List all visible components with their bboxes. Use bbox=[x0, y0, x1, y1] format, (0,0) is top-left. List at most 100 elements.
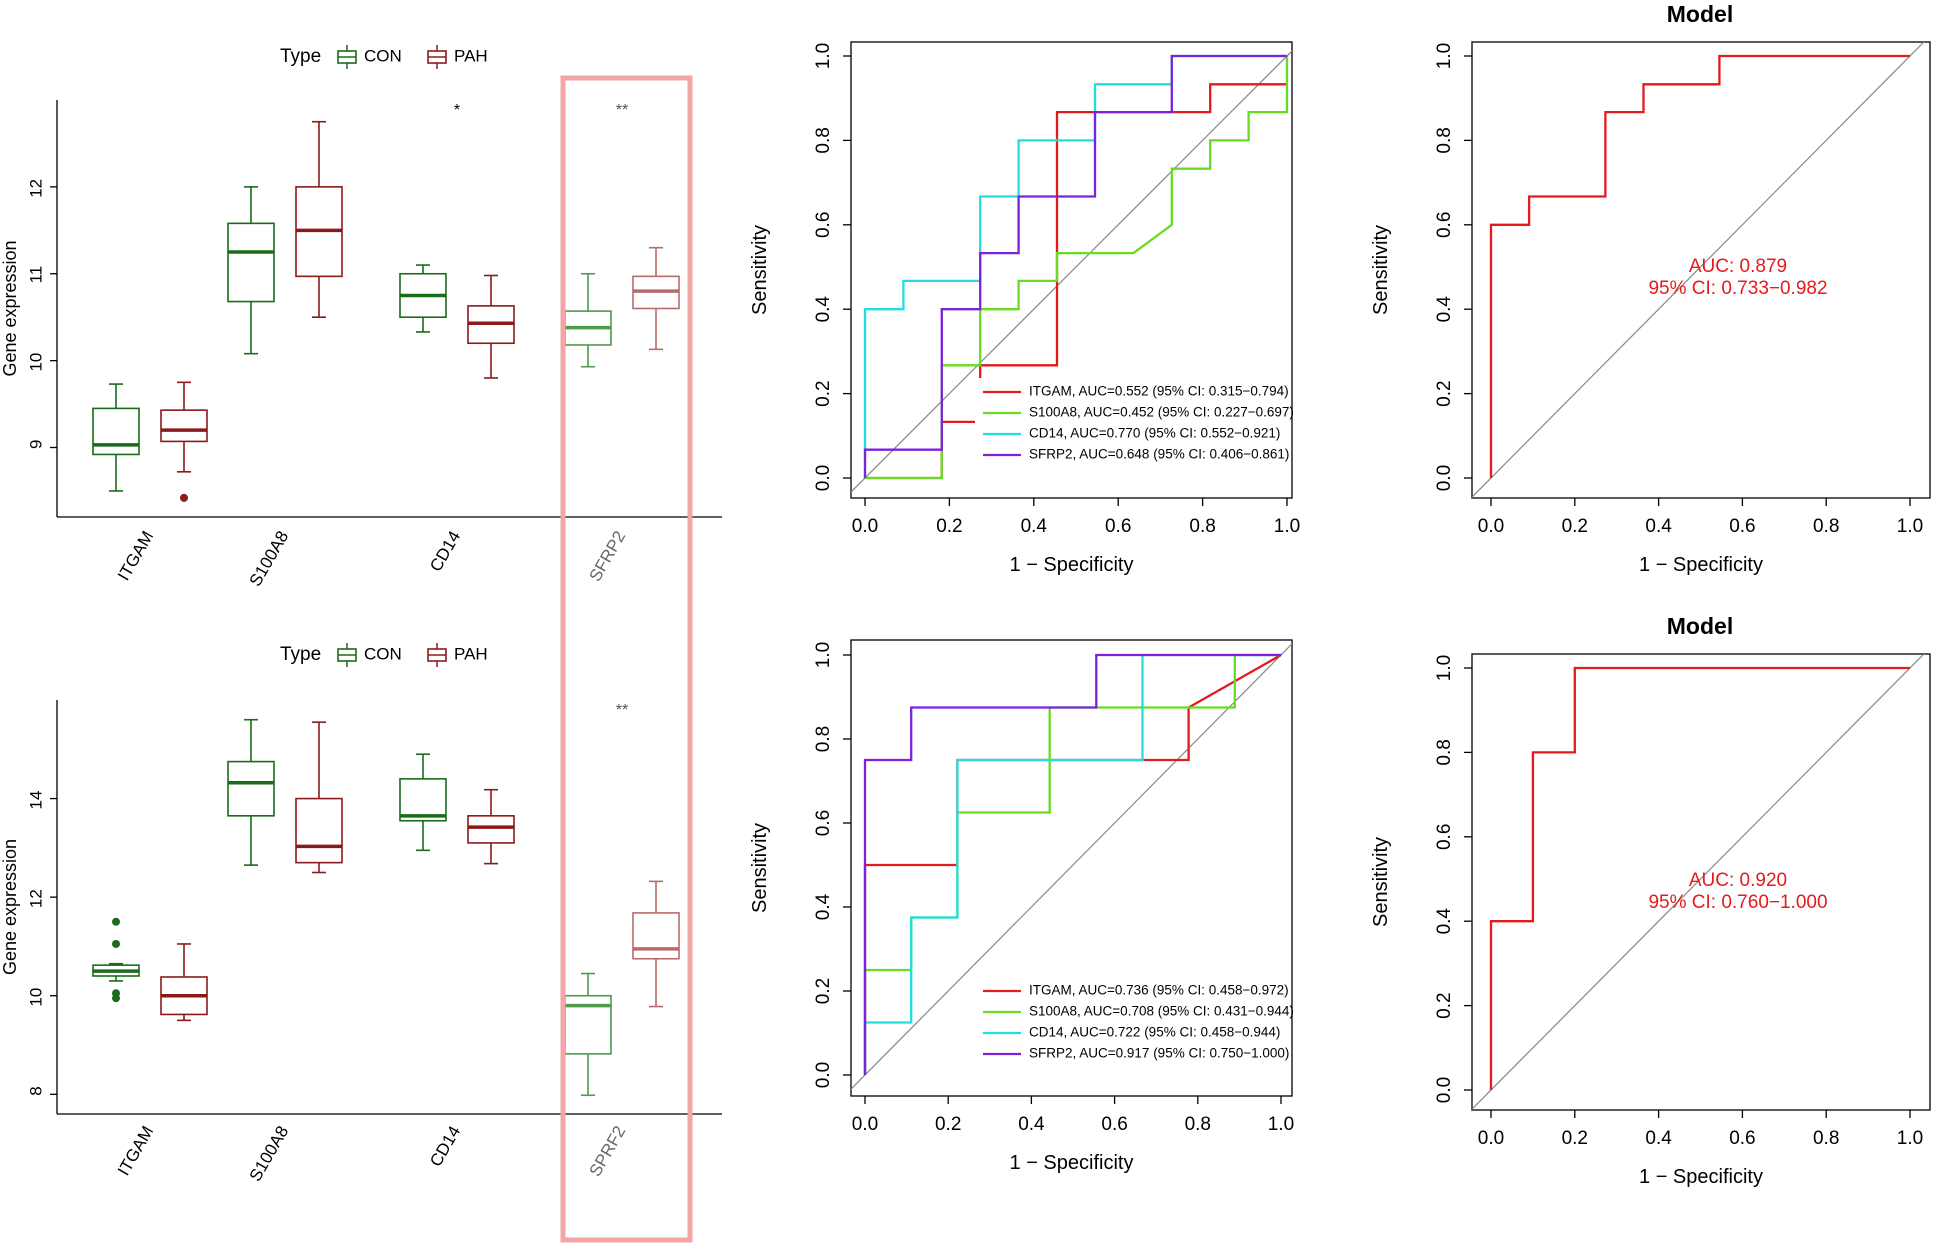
category-label-itgam: ITGAM bbox=[114, 528, 157, 584]
y-tick-label: 1.0 bbox=[1434, 655, 1455, 681]
box-iqr bbox=[92, 407, 140, 456]
auc-label: AUC: 0.920 bbox=[1689, 870, 1787, 891]
highlight-frame bbox=[560, 75, 693, 1243]
roc-curve-sfrp2 bbox=[863, 54, 1287, 478]
plot-frame bbox=[850, 41, 1293, 499]
box-iqr bbox=[399, 778, 447, 822]
legend: Type CON PAH bbox=[280, 643, 488, 667]
y-axis-label: Sensitivity bbox=[749, 225, 771, 315]
y-tick-label: 0.6 bbox=[1434, 212, 1455, 238]
x-tick-label: 1.0 bbox=[1274, 516, 1300, 537]
y-tick-label: 0.8 bbox=[1434, 739, 1455, 765]
legend-entry: ITGAM, AUC=0.736 (95% CI: 0.458−0.972) bbox=[1029, 983, 1289, 998]
x-axis-label: 1 − Specificity bbox=[1639, 1166, 1763, 1188]
category-label-s100a8: S100A8 bbox=[246, 1123, 293, 1185]
ci-label: 95% CI: 0.760−1.000 bbox=[1648, 892, 1827, 913]
y-tick-label: 12 bbox=[26, 179, 45, 198]
outlier-point bbox=[112, 994, 120, 1003]
box-iqr bbox=[467, 815, 515, 844]
legend-entry: CD14, AUC=0.770 (95% CI: 0.552−0.921) bbox=[1029, 426, 1280, 441]
y-tick-label: 0.0 bbox=[813, 465, 834, 491]
significance-marker: ** bbox=[616, 102, 628, 119]
legend-entry: S100A8, AUC=0.708 (95% CI: 0.431−0.944) bbox=[1029, 1004, 1294, 1019]
x-tick-label: 0.8 bbox=[1813, 516, 1839, 537]
y-tick-label: 0.8 bbox=[813, 726, 834, 752]
roc-curve-model bbox=[1489, 54, 1910, 478]
box-sprf2-con bbox=[564, 972, 612, 1097]
legend: Type CON PAH bbox=[280, 45, 488, 69]
y-tick-label: 0.2 bbox=[1434, 380, 1455, 406]
outlier-point bbox=[180, 493, 188, 502]
y-axis-label: Sensitivity bbox=[1370, 837, 1392, 927]
y-axis-label: Gene expression bbox=[0, 839, 20, 975]
plot-frame bbox=[1471, 653, 1931, 1111]
x-tick-label: 0.0 bbox=[852, 516, 878, 537]
y-tick-label: 0.8 bbox=[813, 127, 834, 153]
significance-marker: * bbox=[454, 102, 460, 119]
roc-curve-s100a8 bbox=[863, 653, 1281, 1075]
legend-entry: SFRP2, AUC=0.648 (95% CI: 0.406−0.861) bbox=[1029, 447, 1289, 462]
box-itgam-con bbox=[92, 383, 140, 492]
y-tick-label: 0.0 bbox=[1434, 465, 1455, 491]
y-tick-label: 0.0 bbox=[1434, 1077, 1455, 1103]
y-tick-label: 0.8 bbox=[1434, 127, 1455, 153]
x-tick-label: 0.6 bbox=[1729, 516, 1755, 537]
legend-label-con: CON bbox=[364, 644, 402, 663]
plot-frame bbox=[850, 639, 1293, 1097]
box-iqr bbox=[227, 222, 275, 303]
x-tick-label: 1.0 bbox=[1268, 1114, 1294, 1135]
x-axis-label: 1 − Specificity bbox=[1010, 554, 1134, 576]
box-sprf2-pah bbox=[632, 880, 680, 1008]
roc-curve-sfrp2 bbox=[863, 653, 1281, 1075]
box-iqr bbox=[632, 912, 680, 960]
roc-curve-cd14 bbox=[863, 653, 1281, 1075]
x-tick-label: 0.6 bbox=[1729, 1128, 1755, 1149]
box_bottom-panel: 8 10 12 14 Gene expression Type CON PAH ITGAM S10… bbox=[0, 643, 722, 1185]
legend: ITGAM, AUC=0.552 (95% CI: 0.315−0.794) S1… bbox=[975, 378, 1294, 470]
auc-label: AUC: 0.879 bbox=[1689, 256, 1787, 277]
outlier-point bbox=[112, 939, 120, 948]
y-axis-label: Sensitivity bbox=[1370, 225, 1392, 315]
legend-title: Type bbox=[280, 46, 321, 67]
y-axis-label: Gene expression bbox=[0, 240, 20, 376]
reference-diagonal bbox=[851, 50, 1292, 493]
category-label-cd14: CD14 bbox=[426, 1123, 464, 1170]
box_top-panel: 9 10 11 12 Gene expression Type CON PAH ITGAM S10… bbox=[0, 45, 722, 590]
legend-entry: SFRP2, AUC=0.917 (95% CI: 0.750−1.000) bbox=[1029, 1046, 1289, 1061]
legend-title: Type bbox=[280, 644, 321, 665]
box-itgam-pah bbox=[160, 381, 208, 502]
y-tick-label: 0.2 bbox=[813, 978, 834, 1004]
legend-entry: S100A8, AUC=0.452 (95% CI: 0.227−0.697) bbox=[1029, 405, 1294, 420]
y-tick-label: 0.6 bbox=[813, 212, 834, 238]
box-s100a8-con bbox=[227, 718, 275, 866]
x-tick-label: 0.6 bbox=[1101, 1114, 1127, 1135]
box-itgam-con bbox=[92, 917, 140, 1003]
roc_bottom-panel: 0.0 0.0 0.2 0.2 0.4 0.4 0.6 0.6 0.8 0.8 1.0 1.0 1 − … bbox=[749, 639, 1294, 1174]
box-s100a8-pah bbox=[295, 721, 343, 874]
y-tick-label: 0.2 bbox=[1434, 992, 1455, 1018]
box-iqr bbox=[227, 760, 275, 817]
x-tick-label: 0.4 bbox=[1021, 516, 1048, 537]
box-iqr bbox=[295, 797, 343, 864]
y-tick-label: 1.0 bbox=[1434, 43, 1455, 69]
legend: ITGAM, AUC=0.736 (95% CI: 0.458−0.972) S1… bbox=[975, 977, 1294, 1069]
legend-entry: CD14, AUC=0.722 (95% CI: 0.458−0.944) bbox=[1029, 1025, 1280, 1040]
box-cd14-pah bbox=[467, 788, 515, 865]
category-label-sprf2: SPRF2 bbox=[585, 1123, 629, 1180]
y-tick-label: 1.0 bbox=[813, 642, 834, 668]
x-tick-label: 0.0 bbox=[1478, 1128, 1504, 1149]
x-tick-label: 0.4 bbox=[1018, 1114, 1045, 1135]
roc-curve-s100a8 bbox=[865, 56, 1289, 480]
y-tick-label: 9 bbox=[26, 440, 45, 449]
x-tick-label: 0.6 bbox=[1105, 516, 1131, 537]
legend-box bbox=[975, 378, 1285, 470]
y-tick-label: 0.4 bbox=[1434, 296, 1455, 323]
y-tick-label: 0.4 bbox=[813, 296, 834, 323]
x-tick-label: 0.2 bbox=[936, 516, 962, 537]
legend-box bbox=[975, 977, 1285, 1069]
x-tick-label: 0.2 bbox=[935, 1114, 961, 1135]
model_top-panel: 0.0 0.0 0.2 0.2 0.4 0.4 0.6 0.6 0.8 0.8 1.0 1.0 1 − … bbox=[1370, 1, 1931, 576]
x-tick-label: 0.8 bbox=[1189, 516, 1215, 537]
y-tick-label: 0.0 bbox=[813, 1062, 834, 1088]
